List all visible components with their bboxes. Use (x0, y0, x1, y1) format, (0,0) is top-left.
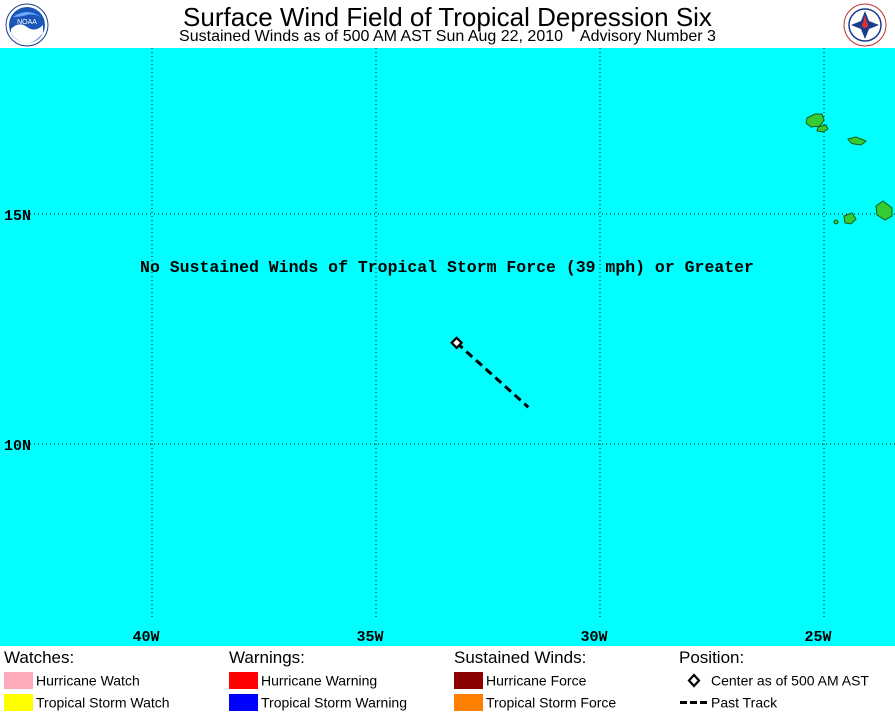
legend-item-label: Tropical Storm Warning (261, 694, 408, 711)
legend-item: Tropical Storm Force (454, 690, 616, 712)
legend-item: Hurricane Watch (4, 668, 170, 690)
legend: Watches: Hurricane Watch Tropical Storm … (0, 646, 895, 716)
legend-position-heading: Position: (679, 648, 745, 667)
legend-item: Hurricane Force (454, 668, 616, 690)
no-winds-message: No Sustained Winds of Tropical Storm For… (140, 258, 754, 277)
legend-item: Center as of 500 AM AST (679, 668, 869, 690)
legend-item: Tropical Storm Warning (229, 690, 407, 712)
longitude-label: 25W (804, 629, 831, 646)
legend-winds: Sustained Winds: Hurricane Force Tropica… (454, 648, 616, 712)
island-6 (833, 219, 839, 225)
island-4 (875, 200, 893, 221)
island-5 (843, 212, 857, 225)
page-subtitle: Sustained Winds as of 500 AM AST Sun Aug… (179, 28, 716, 45)
legend-item-label: Past Track (711, 694, 778, 711)
legend-position: Position: Center as of 500 AM AST Past T… (679, 648, 869, 712)
nws-logo (843, 3, 887, 47)
legend-winds-heading: Sustained Winds: (454, 648, 587, 667)
legend-item-label: Hurricane Warning (261, 672, 378, 689)
longitude-label: 30W (580, 629, 607, 646)
island-3 (847, 136, 867, 146)
map: 15N 10N 40W 35W 30W 25W No Sustained Winds o… (0, 48, 895, 646)
legend-item-label: Hurricane Watch (36, 672, 140, 689)
latitude-labels: 15N 10N (4, 208, 31, 455)
legend-warnings-heading: Warnings: (229, 648, 305, 667)
noaa-logo: NOAA (5, 3, 49, 47)
legend-item-label: Center as of 500 AM AST (711, 672, 869, 689)
legend-item: Hurricane Warning (229, 668, 407, 690)
legend-item: Tropical Storm Watch (4, 690, 170, 712)
tropical-storm-force-swatch (454, 693, 483, 711)
svg-text:NOAA: NOAA (17, 19, 37, 26)
legend-warnings: Warnings: Hurricane Warning Tropical Sto… (229, 648, 407, 712)
legend-watches-heading: Watches: (4, 648, 75, 667)
legend-item-label: Hurricane Force (486, 672, 587, 689)
land-masses (805, 113, 893, 225)
gridlines (30, 48, 895, 620)
hurricane-watch-swatch (4, 671, 33, 689)
ocean (0, 48, 895, 646)
page-title: Surface Wind Field of Tropical Depressio… (183, 2, 712, 32)
longitude-labels: 40W 35W 30W 25W (132, 629, 831, 646)
legend-item-label: Tropical Storm Watch (36, 694, 170, 711)
hurricane-force-swatch (454, 671, 483, 689)
legend-item: Past Track (679, 690, 869, 712)
past-track-line (455, 341, 530, 409)
diamond-icon (687, 673, 701, 688)
header: NOAA Surface Wind Field of Tropical Depr… (0, 0, 895, 48)
island-2 (816, 124, 829, 133)
hurricane-warning-swatch (229, 671, 258, 689)
longitude-label: 40W (132, 629, 159, 646)
tropical-storm-warning-swatch (229, 693, 258, 711)
tropical-storm-watch-swatch (4, 693, 33, 711)
legend-item-label: Tropical Storm Force (486, 694, 617, 711)
storm-center (450, 336, 464, 350)
past-track (455, 341, 530, 409)
longitude-label: 35W (356, 629, 383, 646)
dashed-line-icon (680, 700, 708, 704)
island-1 (805, 113, 825, 128)
latitude-label: 10N (4, 438, 31, 455)
storm-center-marker (450, 336, 464, 350)
legend-watches: Watches: Hurricane Watch Tropical Storm … (4, 648, 170, 712)
latitude-label: 15N (4, 208, 31, 225)
